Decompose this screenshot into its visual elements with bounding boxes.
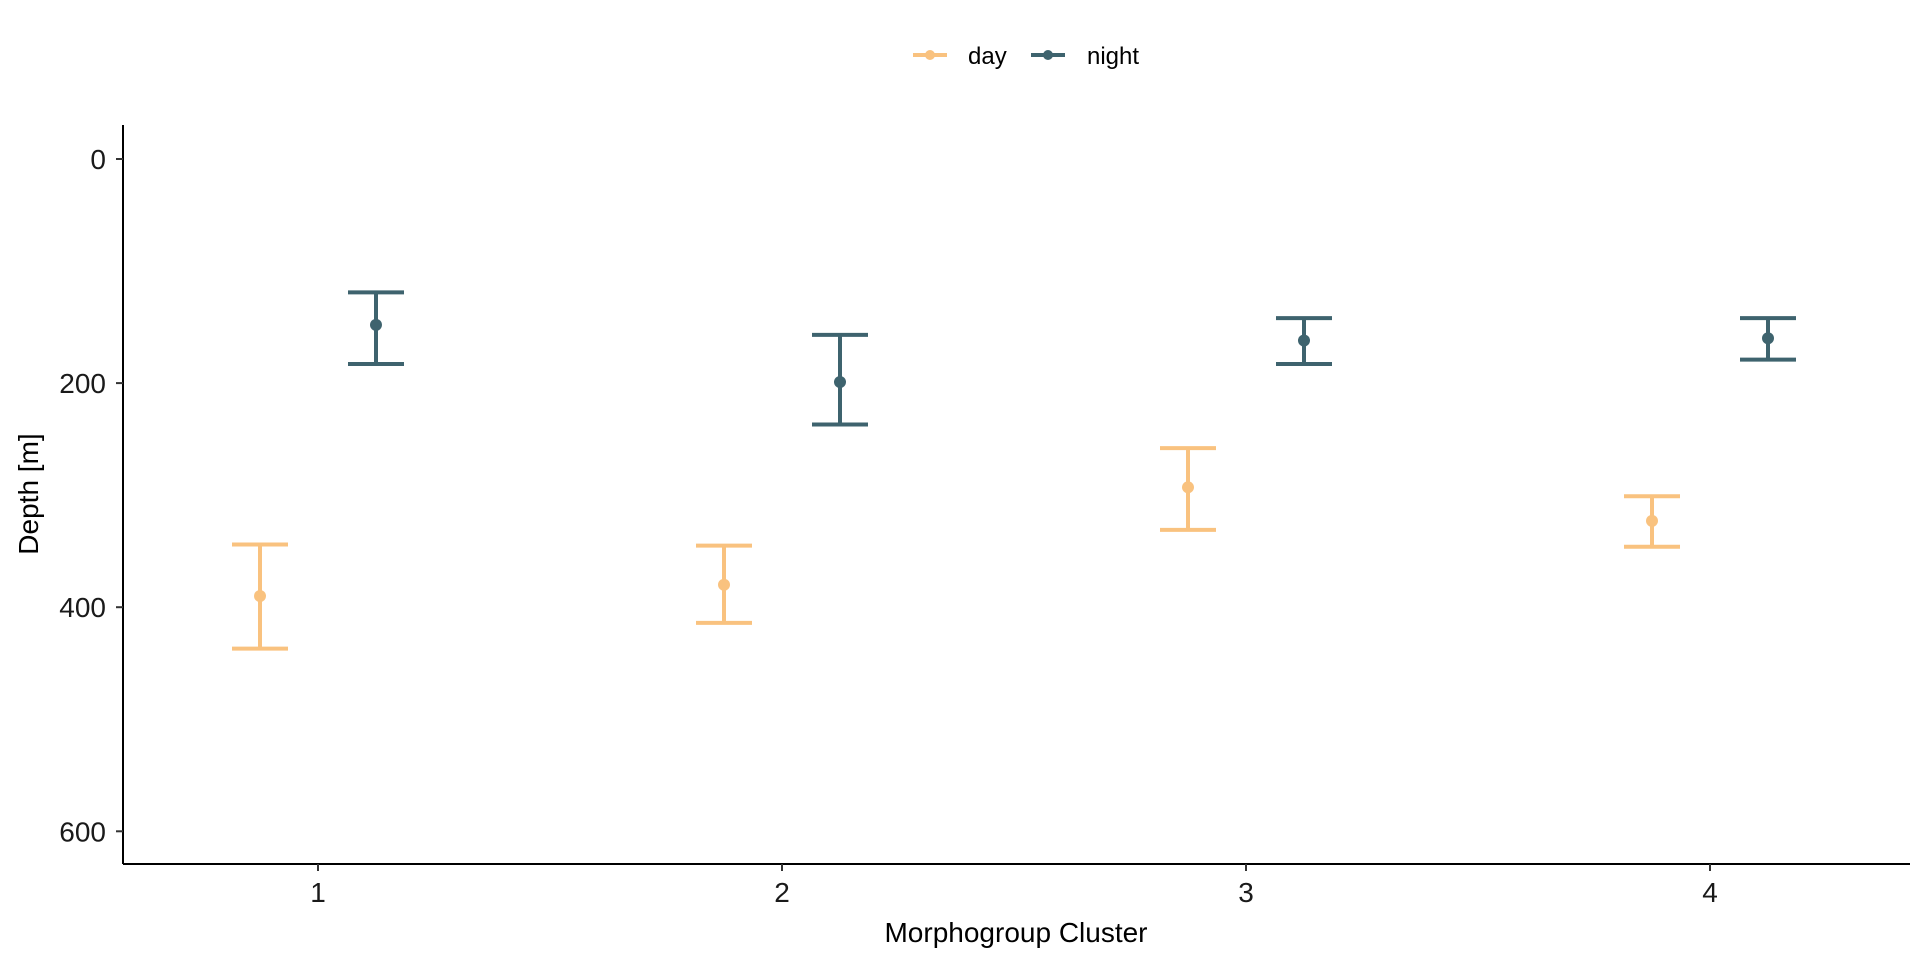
- errorbar-night-2: [812, 332, 868, 427]
- x-tick-label: 1: [310, 877, 326, 908]
- x-axis-title: Morphogroup Cluster: [884, 917, 1147, 948]
- legend-key-night-point: [1043, 50, 1053, 60]
- x-tick-label: 3: [1238, 877, 1254, 908]
- errorbar-day-4: [1624, 494, 1680, 549]
- y-axis-title: Depth [m]: [13, 433, 44, 554]
- x-tick-label: 2: [774, 877, 790, 908]
- x-tick-label: 4: [1702, 877, 1718, 908]
- x-ticks: 1 2 3 4: [310, 864, 1718, 908]
- y-tick-label: 400: [59, 592, 106, 623]
- errorbar-day-1: [232, 542, 288, 651]
- legend-label-night: night: [1087, 43, 1139, 70]
- legend-item-night: night: [1031, 43, 1139, 70]
- legend: day night: [913, 43, 1139, 70]
- mean-point: [1298, 334, 1310, 347]
- errorbar-night-1: [348, 290, 404, 367]
- errorbar-night-4: [1740, 316, 1796, 362]
- y-tick-label: 600: [59, 816, 106, 847]
- errorbar-night-3: [1276, 316, 1332, 367]
- y-tick-label: 200: [59, 368, 106, 399]
- errorbar-day-3: [1160, 446, 1216, 532]
- mean-point: [718, 578, 730, 591]
- mean-point: [1182, 481, 1194, 494]
- legend-label-day: day: [968, 43, 1007, 70]
- plot-marks: [232, 290, 1796, 651]
- errorbar-day-2: [696, 543, 752, 625]
- mean-point: [370, 318, 382, 331]
- y-ticks: 0 200 400 600: [59, 144, 123, 847]
- legend-key-day-point: [925, 50, 935, 60]
- mean-point: [1646, 514, 1658, 527]
- y-tick-label: 0: [90, 144, 106, 175]
- mean-point: [254, 589, 266, 602]
- mean-point: [834, 375, 846, 388]
- legend-item-day: day: [913, 43, 1007, 70]
- mean-point: [1762, 332, 1774, 345]
